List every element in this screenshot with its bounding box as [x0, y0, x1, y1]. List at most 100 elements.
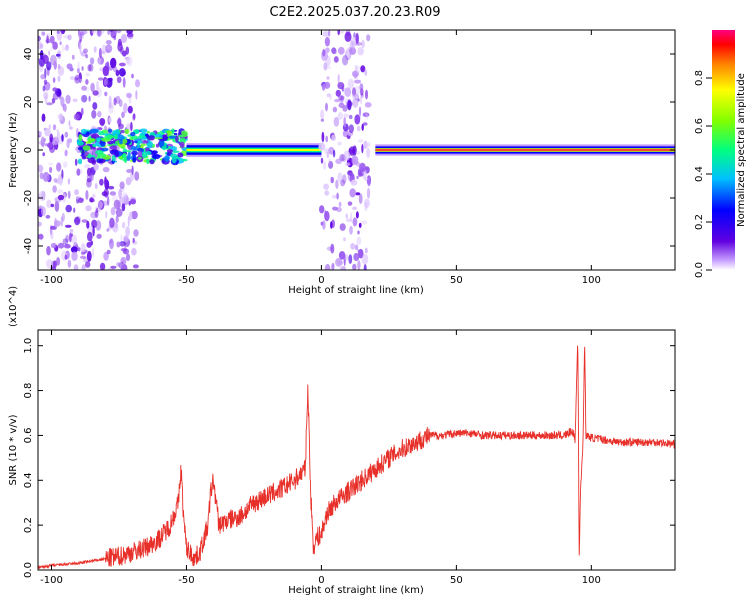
spectrogram-cell: [93, 46, 97, 53]
spectrogram-cell: [80, 251, 86, 255]
spectrogram-cell: [56, 162, 62, 172]
spectrogram-cell: [322, 220, 326, 230]
spectrogram-cell: [98, 131, 104, 136]
colorbar-scale: [712, 30, 735, 270]
spectrogram-cell: [75, 77, 79, 81]
spectrogram-cell: [80, 243, 86, 253]
spectrogram-cell: [50, 229, 54, 240]
spectrogram-cell: [130, 121, 133, 132]
spectrogram-cell: [88, 63, 94, 72]
spectrogram-cell: [104, 176, 107, 187]
spectrogram-cell: [58, 176, 64, 186]
spectrogram-cell: [354, 64, 358, 71]
spectrogram-cell: [357, 230, 360, 235]
spectrogram-cell: [359, 83, 364, 91]
spectrogram-cell: [96, 233, 102, 239]
spectrogram-cell: [77, 247, 81, 252]
spectrogram-cell: [57, 194, 65, 201]
spectrogram-cell: [66, 63, 73, 70]
spectrogram-cell: [71, 233, 73, 237]
spectrogram-cell: [113, 66, 118, 73]
spectrogram-cell: [74, 158, 78, 166]
spectrogram-cell: [122, 248, 130, 255]
spectrogram-cell: [40, 136, 45, 148]
spectrogram-cell: [337, 82, 345, 90]
spectrogram-cell: [358, 106, 362, 116]
spectrogram-cell: [122, 77, 126, 88]
spectrogram-cell: [96, 30, 102, 37]
spectrogram-cell: [320, 118, 325, 122]
spectrogram-cell: [358, 193, 363, 204]
spectrogram-cell: [356, 65, 361, 74]
spectrogram-cell: [71, 234, 77, 244]
spectrogram-cell: [59, 113, 63, 121]
x-tick-label: -100: [40, 575, 63, 586]
spectrogram-cell: [50, 47, 53, 52]
spectrogram-cell: [162, 134, 167, 138]
spectrogram-cell: [127, 32, 134, 40]
spectrogram-cell: [98, 47, 102, 59]
spectrogram-cell: [38, 190, 46, 201]
spectrogram-cell: [85, 190, 89, 200]
spectrogram-cell: [53, 178, 58, 183]
spectrogram-cell: [151, 153, 161, 160]
spectrogram-cell: [358, 139, 364, 143]
snr-y-axis: 0.0 0.2 0.4 0.6 0.8 1.0: [23, 338, 675, 578]
spectrogram-cell: [77, 141, 84, 146]
spectrogram-cell: [69, 126, 73, 130]
spectrogram-cell: [110, 57, 117, 69]
spectrogram-cell: [137, 140, 143, 144]
spectrogram-cell: [65, 224, 72, 228]
spectrogram-cell: [52, 136, 59, 145]
spectrogram-cell: [338, 95, 345, 101]
spectrogram-cell: [81, 219, 88, 223]
spectrogram-cell: [134, 171, 140, 181]
spectrogram-cell: [52, 124, 57, 131]
spectrogram-cell: [164, 155, 170, 162]
spectrogram-cell: [166, 130, 172, 135]
spectrogram-cell: [349, 146, 355, 156]
spectrogram-cell: [88, 95, 91, 102]
spectrogram-cell: [340, 179, 346, 187]
spectrogram-cell: [79, 43, 82, 54]
spectrogram-cell: [363, 264, 367, 270]
spectrogram-cell: [120, 146, 126, 149]
x-tick-label: 0: [318, 575, 324, 586]
spectrogram-cell: [365, 112, 369, 121]
x-tick-label: 100: [582, 575, 601, 586]
spectrogram-cell: [337, 260, 344, 266]
spectrogram-cell: [131, 135, 139, 140]
spectrogram-cell: [335, 89, 341, 97]
spectrogram-band: [375, 149, 675, 151]
spectrogram-cell: [134, 140, 138, 144]
spectrogram-cell: [139, 128, 148, 134]
spectrogram-cell: [42, 152, 45, 157]
spectrogram-cell: [70, 246, 78, 254]
spectrogram-cell: [322, 49, 326, 57]
spectrogram-cell: [90, 82, 95, 92]
spectrogram-cell: [53, 60, 57, 70]
spectrogram-cell: [112, 194, 118, 202]
spectrogram-cell: [122, 138, 128, 144]
spectrogram-cell: [110, 207, 116, 216]
spectrogram-y-axis: -40 -20 0 20 40: [23, 48, 675, 254]
spectrogram-cell: [347, 78, 354, 89]
spectrogram-cell: [102, 65, 109, 77]
spectrogram-cell: [354, 114, 361, 125]
spectrogram-cell: [348, 254, 353, 264]
spectrogram-cell: [356, 175, 359, 180]
colorbar: 0.0 0.2 0.4 0.6 0.8 Normalized spectral ampl…: [694, 30, 747, 278]
spectrogram-cell: [92, 247, 95, 258]
spectrogram-cell: [74, 216, 81, 226]
spectrogram-cell: [337, 172, 343, 182]
spectrogram-cell: [360, 220, 368, 225]
spectrogram-cell: [111, 154, 116, 162]
spectrogram-cell: [65, 94, 71, 104]
spectrogram-cell: [324, 190, 330, 196]
spectrogram-cell: [86, 178, 92, 183]
spectrogram-cell: [67, 138, 73, 144]
spectrogram-cell: [125, 150, 132, 153]
spectrogram-cell: [127, 105, 133, 114]
spectrogram-cell: [46, 102, 53, 106]
spectrogram-cell: [325, 65, 332, 70]
